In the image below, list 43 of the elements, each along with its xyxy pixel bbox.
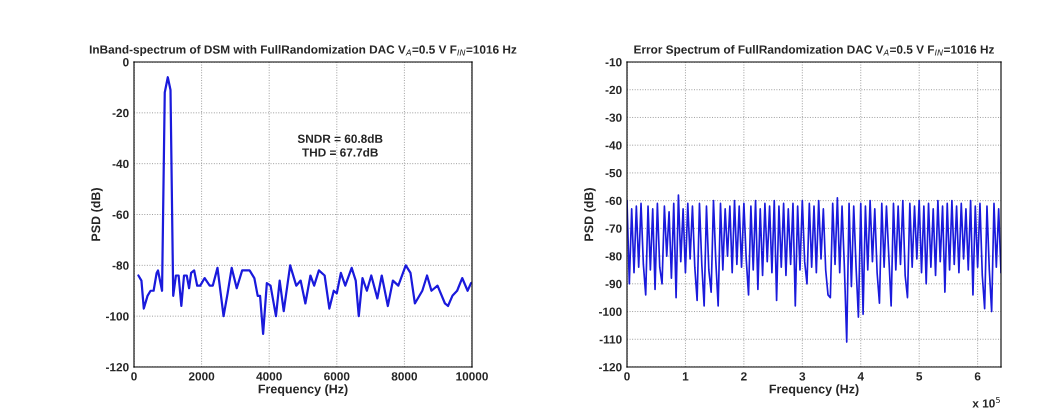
y-tick-label: -50 <box>605 168 622 178</box>
x-tick-label: 8000 <box>391 372 418 381</box>
chart-title: InBand-spectrum of DSM with FullRandomization DAC V$_{A}$=0.5 V F$_{IN}$=1016 Hz <box>89 45 517 57</box>
y-tick-label: -110 <box>599 335 622 344</box>
chart-title: Error Spectrum of FullRandomization DAC V$_{A}$=0.5 V F$_{IN}$=1016 Hz <box>634 45 994 57</box>
x-tick-label: 6000 <box>324 372 350 381</box>
x-tick-label: 0 <box>624 372 630 381</box>
annotation: THD = 67.7dB <box>302 148 378 157</box>
x-axis-title: Frequency (Hz) <box>769 384 859 396</box>
y-tick-label: -80 <box>112 261 129 270</box>
y-tick-label: -120 <box>105 363 129 372</box>
x-tick-label: 5 <box>916 372 923 381</box>
y-tick-label: -100 <box>105 312 129 321</box>
x-tick-label: 0 <box>131 372 137 381</box>
annotation: SNDR = 60.8dB <box>297 134 383 143</box>
y-tick-label: -30 <box>605 113 622 122</box>
x-tick-label: 10000 <box>456 372 488 381</box>
line-series <box>627 194 1001 343</box>
x-tick-label: 2000 <box>188 372 215 381</box>
y-tick-label: -60 <box>605 196 622 206</box>
x-tick-label: 4 <box>857 372 864 381</box>
y-tick-label: -20 <box>605 85 622 95</box>
y-tick-label: -100 <box>598 307 622 316</box>
y-tick-label: 0 <box>123 58 129 67</box>
x-tick-label: 6 <box>974 372 981 381</box>
y-tick-label: -40 <box>605 141 622 150</box>
y-tick-label: -10 <box>605 58 622 67</box>
x-tick-label: 3 <box>799 372 806 381</box>
line-series <box>137 76 472 336</box>
y-tick-label: -70 <box>605 224 622 233</box>
y-tick-label: -60 <box>112 210 129 219</box>
y-axis-title: PSD (dB) <box>91 188 103 241</box>
y-tick-label: -120 <box>598 363 622 372</box>
text: x 10$^{5}$ <box>972 396 1000 408</box>
y-tick-label: -80 <box>605 252 622 261</box>
y-tick-label: -20 <box>112 108 129 118</box>
x-tick-label: 2 <box>741 372 747 381</box>
x-axis-title: Frequency (Hz) <box>258 384 348 396</box>
x-tick-label: 1 <box>682 372 689 381</box>
x-tick-label: 4000 <box>256 372 282 381</box>
y-axis-title: PSD (dB) <box>584 188 596 241</box>
y-tick-label: -90 <box>605 279 622 289</box>
y-tick-label: -40 <box>112 159 129 169</box>
